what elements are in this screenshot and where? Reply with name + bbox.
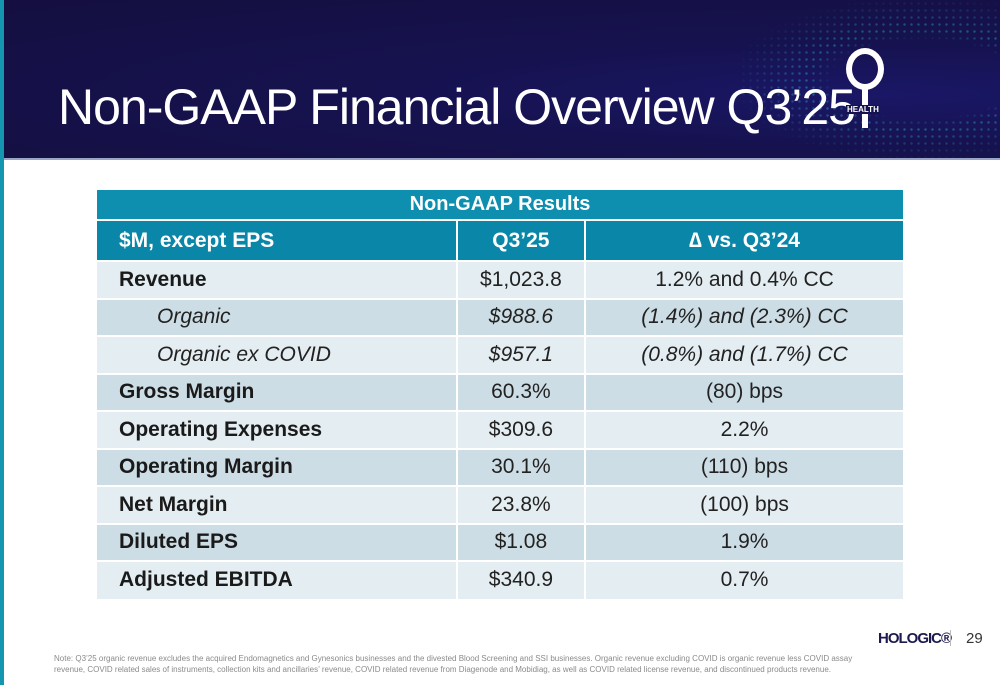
row-value: $1.08 xyxy=(455,522,586,561)
row-value: 60.3% xyxy=(455,372,586,411)
row-change: 1.9% xyxy=(584,522,903,561)
table-row: Revenue $1,023.8 1.2% and 0.4% CC xyxy=(97,260,903,299)
row-change: (80) bps xyxy=(584,372,903,411)
row-label: Operating Margin xyxy=(97,447,457,486)
page-number: 29 xyxy=(966,630,983,647)
row-value: $957.1 xyxy=(455,335,586,374)
row-label: Operating Expenses xyxy=(97,410,457,449)
row-value: 30.1% xyxy=(455,447,586,486)
results-table: Non-GAAP Results $M, except EPS Q3’25 ∆ … xyxy=(97,190,903,599)
row-value: $988.6 xyxy=(455,297,586,336)
table-row: Diluted EPS $1.08 1.9% xyxy=(97,522,903,561)
row-label: Gross Margin xyxy=(97,372,457,411)
footer-divider xyxy=(950,630,951,646)
table-caption: Non-GAAP Results xyxy=(97,190,903,220)
footnote: Note: Q3’25 organic revenue excludes the… xyxy=(54,654,853,674)
row-label: Diluted EPS xyxy=(97,522,457,561)
row-value: 23.8% xyxy=(455,485,586,524)
row-value: $1,023.8 xyxy=(455,260,586,299)
row-change: (1.4%) and (2.3%) CC xyxy=(584,297,903,336)
header-divider xyxy=(4,158,1000,160)
slide-header: Non-GAAP Financial Overview Q3’25 HEALTH xyxy=(4,0,1000,158)
row-value: $309.6 xyxy=(455,410,586,449)
hologic-logo: HOLOGIC® xyxy=(878,630,952,647)
row-label: Organic ex COVID xyxy=(97,335,457,374)
row-change: 2.2% xyxy=(584,410,903,449)
column-header-metric: $M, except EPS xyxy=(97,219,457,261)
row-label: Adjusted EBITDA xyxy=(97,560,457,599)
row-label: Revenue xyxy=(97,260,457,299)
slide-title: Non-GAAP Financial Overview Q3’25 xyxy=(58,79,856,135)
table-row: Adjusted EBITDA $340.9 0.7% xyxy=(97,560,903,599)
column-header-q3-25: Q3’25 xyxy=(455,219,586,261)
table-row: Organic $988.6 (1.4%) and (2.3%) CC xyxy=(97,297,903,336)
row-change: (0.8%) and (1.7%) CC xyxy=(584,335,903,374)
row-change: (100) bps xyxy=(584,485,903,524)
row-label: Organic xyxy=(97,297,457,336)
column-header-change: ∆ vs. Q3’24 xyxy=(584,219,903,261)
table-row: Operating Margin 30.1% (110) bps xyxy=(97,447,903,486)
table-row: Net Margin 23.8% (100) bps xyxy=(97,485,903,524)
table-row: Operating Expenses $309.6 2.2% xyxy=(97,410,903,449)
table-row: Gross Margin 60.3% (80) bps xyxy=(97,372,903,411)
row-change: (110) bps xyxy=(584,447,903,486)
row-change: 0.7% xyxy=(584,560,903,599)
row-label: Net Margin xyxy=(97,485,457,524)
table-row: Organic ex COVID $957.1 (0.8%) and (1.7%) … xyxy=(97,335,903,374)
health-logo: HEALTH xyxy=(842,48,892,133)
row-change: 1.2% and 0.4% CC xyxy=(584,260,903,299)
logo-ring-icon xyxy=(846,48,884,90)
accent-bar xyxy=(0,0,4,685)
logo-text: HEALTH xyxy=(846,105,880,114)
row-value: $340.9 xyxy=(455,560,586,599)
